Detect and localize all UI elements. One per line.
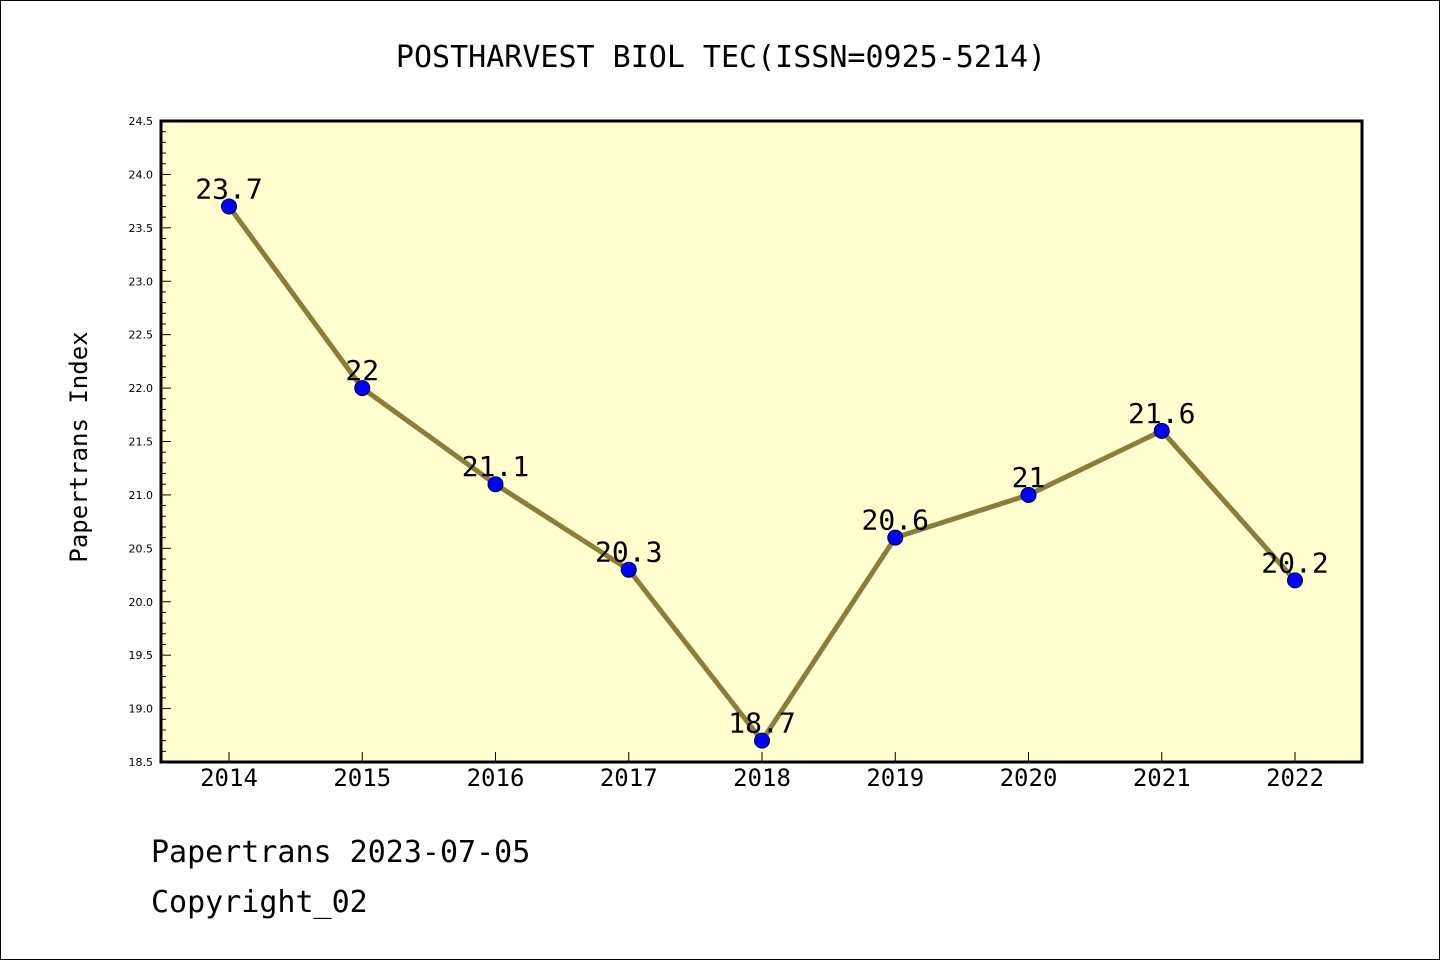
y-tick-label: 22.5 [129,329,154,342]
data-point [487,476,504,493]
data-label: 20.6 [862,504,929,537]
data-label: 20.3 [595,536,662,569]
data-label: 23.7 [195,172,262,205]
y-tick-label: 24.0 [129,168,154,181]
x-tick-label: 2018 [733,764,791,792]
y-axis-label: Papertrans Index [65,331,93,562]
y-tick-label: 21.5 [129,436,154,449]
y-tick-label: 19.5 [129,649,154,662]
y-tick-label: 18.5 [129,756,154,769]
x-tick-label: 2016 [467,764,525,792]
y-axis: 18.5 19.0 19.5 20.0 20.5 21.0 21.5 22.0 22.5 23.0… [129,115,171,769]
data-point [754,732,770,749]
data-label: 21.6 [1128,397,1195,430]
x-tick-label: 2017 [600,764,658,792]
x-tick-label: 2021 [1133,764,1191,792]
y-tick-label: 20.5 [129,542,154,555]
data-point [1153,422,1170,439]
x-tick-label: 2019 [866,764,924,792]
x-tick-label: 2020 [1000,764,1058,792]
x-tick-label: 2022 [1266,764,1324,792]
data-point [620,561,637,578]
y-tick-label: 20.0 [129,596,154,609]
data-label: 22 [345,354,379,387]
data-label: 21 [1012,461,1046,494]
y-tick-label: 21.0 [129,489,154,502]
footer-copyright: Copyright_02 [151,885,368,920]
x-tick-label: 2014 [200,764,258,792]
chart-title: POSTHARVEST BIOL TEC(ISSN=0925-5214) [396,40,1046,75]
y-tick-label: 23.5 [129,222,154,235]
y-tick-label: 22.0 [129,382,154,395]
data-point [887,529,904,546]
data-label: 21.1 [462,450,529,483]
data-labels: 23.7 22 21.1 20.3 18.7 20.6 21 21.6 20.2 [195,172,1328,739]
plot-border [159,119,1364,764]
data-label: 18.7 [728,707,795,740]
data-point [1287,572,1303,589]
data-point [221,198,237,215]
data-label: 20.2 [1261,546,1328,579]
footer-date: Papertrans 2023-07-05 [151,835,531,870]
data-point [354,380,371,397]
plot-area [161,121,1362,762]
data-point [1020,486,1037,503]
y-tick-label: 19.0 [129,703,154,716]
y-tick-label: 24.5 [129,115,154,128]
x-tick-label: 2015 [333,764,391,792]
series-markers [221,198,1303,749]
y-tick-label: 23.0 [129,275,154,288]
x-axis: 2014 2015 2016 2017 2018 2019 2020 2021 2022 [200,752,1324,792]
